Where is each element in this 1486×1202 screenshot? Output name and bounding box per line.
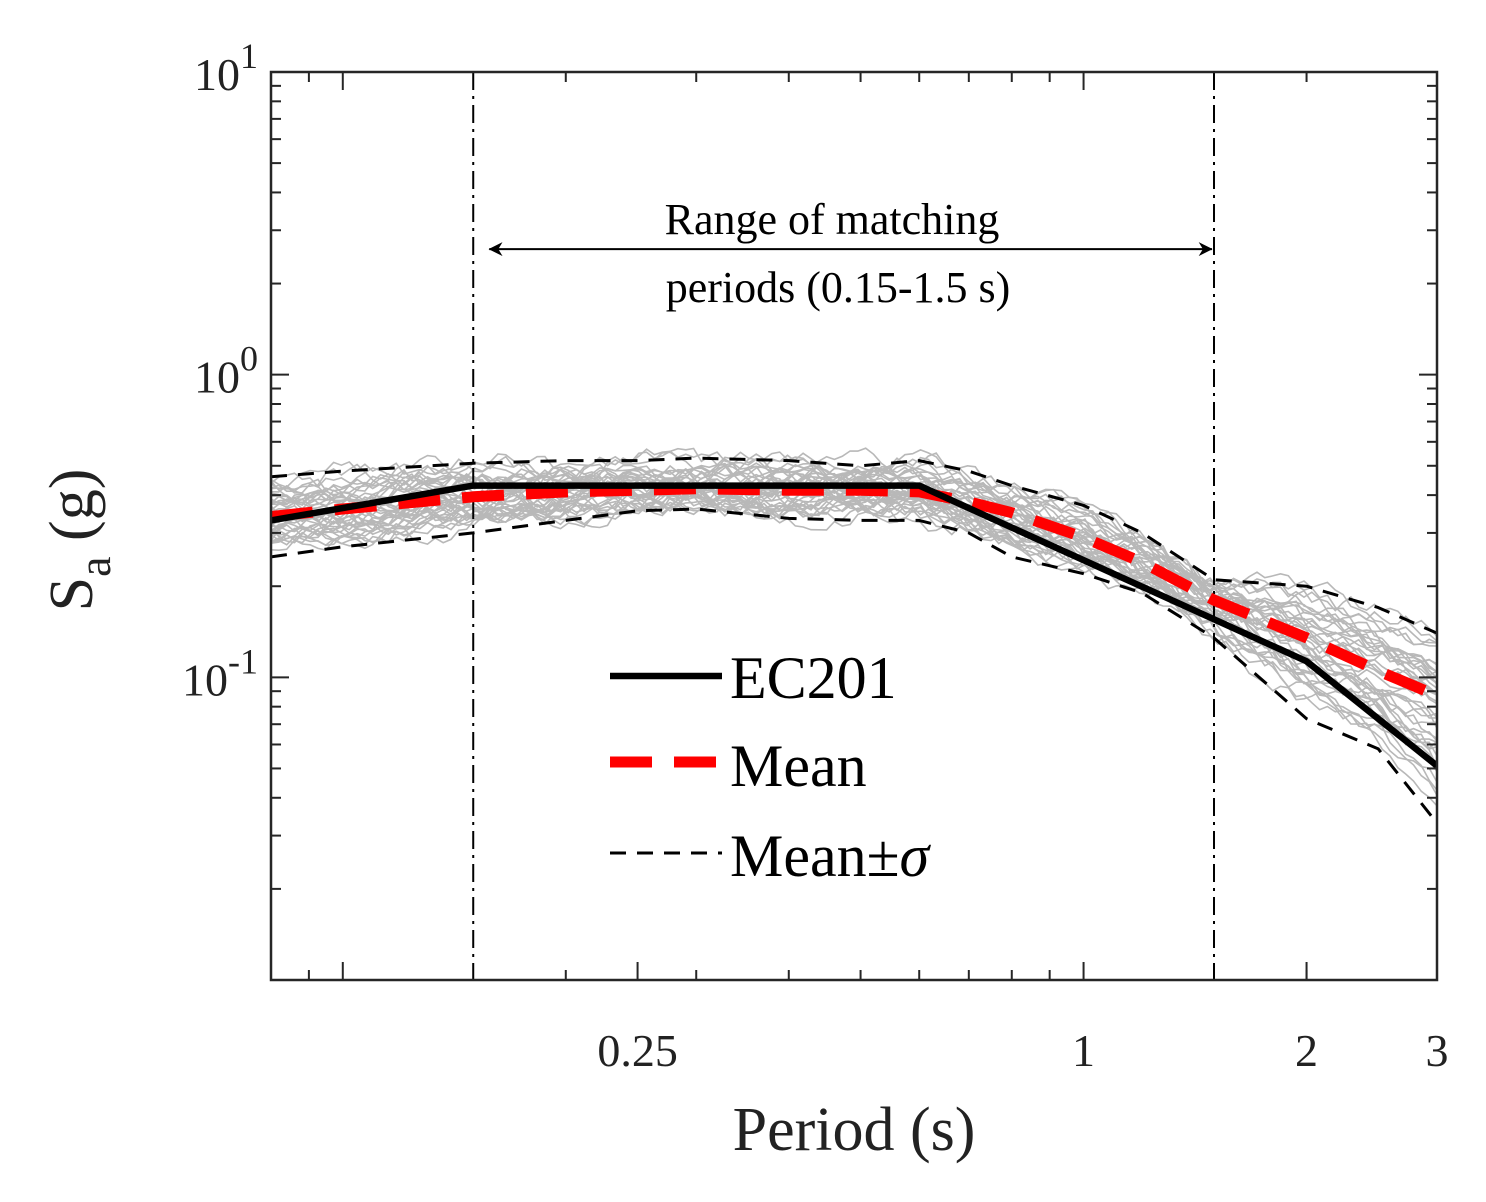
- series-mean-minus-sigma: [271, 507, 1437, 825]
- legend-label-mean-sigma: Mean±σ: [730, 823, 932, 889]
- series-mean: [271, 483, 1437, 701]
- y-tick-exponent: -1: [228, 641, 258, 681]
- y-tick-label: 10-1: [182, 641, 258, 705]
- y-axis-title: Sa (g): [38, 469, 120, 612]
- x-axis-title: Period (s): [733, 1096, 976, 1164]
- series-mean-plus-sigma: [271, 456, 1437, 635]
- annotation-line-1: Range of matching: [665, 195, 1000, 244]
- y-tick-label: 101: [194, 36, 258, 100]
- record-line: [271, 486, 1437, 757]
- y-tick-labels: 101 100 10-1: [182, 36, 258, 705]
- legend-label-mean: Mean: [730, 733, 867, 799]
- y-tick-base: 10: [182, 654, 228, 705]
- y-axis-unit: (g): [38, 469, 106, 557]
- sigma-symbol: σ: [900, 823, 932, 889]
- y-tick-label: 100: [194, 339, 258, 403]
- axis-ticks: [270, 71, 1438, 981]
- legend-label-ec201: EC201: [730, 645, 897, 711]
- legend: EC201 Mean Mean±σ: [610, 645, 932, 889]
- x-tick-label: 3: [1426, 1025, 1449, 1076]
- y-axis-symbol: S: [38, 577, 106, 611]
- x-tick-label: 0.25: [597, 1025, 678, 1076]
- series-layer: [271, 456, 1437, 825]
- record-line: [271, 447, 1437, 637]
- y-tick-exponent: 0: [240, 339, 258, 379]
- record-line: [271, 490, 1437, 791]
- record-line: [271, 463, 1437, 673]
- x-tick-labels: 0.25 1 2 3: [597, 1025, 1448, 1076]
- series-ec201: [271, 482, 1437, 769]
- y-tick-exponent: 1: [240, 36, 258, 76]
- record-line: [271, 485, 1437, 729]
- matching-range-annotation: Range of matching periods (0.15-1.5 s): [488, 195, 1213, 312]
- legend-label-mean-pm: Mean±: [730, 823, 900, 889]
- x-tick-label: 1: [1072, 1025, 1095, 1076]
- record-line: [271, 474, 1437, 703]
- record-line: [271, 485, 1437, 783]
- matching-range-lines: [472, 72, 1216, 980]
- plot-frame: [269, 70, 1439, 982]
- annotation-line-2: periods (0.15-1.5 s): [666, 263, 1011, 312]
- y-tick-base: 10: [194, 49, 240, 100]
- y-tick-base: 10: [194, 352, 240, 403]
- x-tick-label: 2: [1295, 1025, 1318, 1076]
- y-axis-subscript: a: [69, 556, 120, 576]
